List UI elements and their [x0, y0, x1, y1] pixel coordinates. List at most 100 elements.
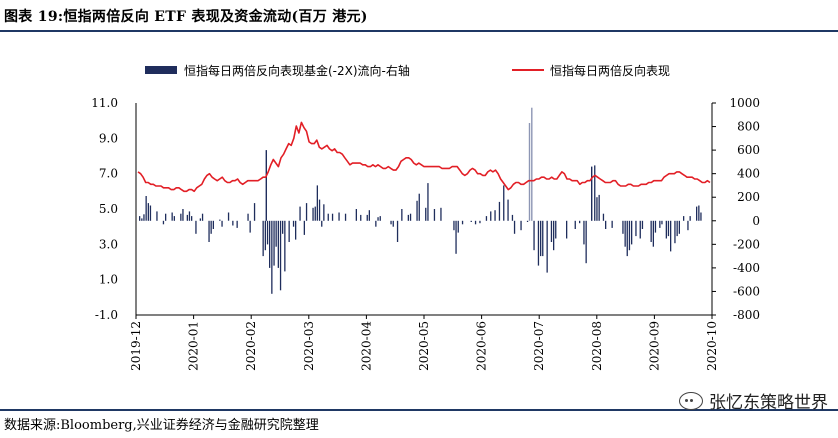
flow-bar	[490, 211, 492, 221]
flow-bar	[474, 220, 477, 225]
flow-bar	[594, 165, 596, 221]
flow-bar	[262, 220, 264, 257]
flow-bar	[407, 214, 409, 221]
flow-bar	[503, 185, 505, 221]
x-tick-label: 2020-06	[475, 321, 489, 371]
flow-bar	[427, 183, 429, 221]
dual-axis-chart: 恒指每日两倍反向表现基金(-2X)流向-右轴 恒指每日两倍反向表现 11.0 9.0…	[91, 63, 760, 371]
flow-bar	[526, 220, 529, 222]
x-tick-label: 2020-04	[359, 321, 373, 371]
legend-label-bar: 恒指每日两倍反向表现基金(-2X)流向-右轴	[184, 63, 410, 78]
flow-bar	[392, 220, 394, 227]
flow-bar	[323, 204, 325, 221]
flow-bar	[195, 220, 197, 234]
flow-bar	[147, 203, 149, 221]
flow-bar	[583, 220, 585, 245]
flow-bar	[269, 220, 271, 268]
flow-bar	[360, 214, 362, 221]
flow-bar	[542, 220, 544, 257]
flow-bar-spike	[265, 150, 267, 221]
flow-bar	[318, 199, 321, 221]
source-note: 数据来源:Bloomberg,兴业证券经济与金融研究院整理	[4, 418, 319, 433]
right-tick-label: -400	[733, 261, 760, 275]
x-tick-label: 2019-12	[129, 321, 143, 371]
flow-bar	[292, 220, 295, 227]
flow-bar	[275, 220, 277, 247]
flow-bar	[186, 214, 188, 221]
flow-bar	[602, 213, 605, 221]
flow-bar	[279, 220, 282, 291]
flow-bar	[683, 216, 685, 221]
flow-bar	[689, 216, 691, 221]
flow-bar	[457, 220, 459, 233]
x-tick-label: 2020-09	[647, 321, 661, 371]
flow-bar	[221, 220, 223, 227]
flow-bar	[654, 220, 657, 233]
flow-bar	[511, 214, 514, 221]
right-tick-label: -800	[733, 308, 760, 322]
left-tick-label: 11.0	[91, 96, 118, 110]
flow-bar	[652, 220, 654, 247]
performance-series-line	[137, 121, 711, 193]
flow-bar	[377, 217, 379, 221]
flow-bar	[396, 220, 399, 242]
flow-bar	[676, 220, 678, 237]
flow-bar	[574, 220, 576, 229]
flow-bar	[236, 220, 238, 228]
flow-bar	[650, 220, 652, 242]
flow-bar	[661, 220, 663, 225]
left-tick-label: 9.0	[99, 131, 118, 145]
x-tick-label: 2020-01	[187, 321, 201, 371]
flow-bar-spike	[528, 123, 531, 221]
flow-bar	[440, 207, 442, 221]
flow-bar	[520, 220, 522, 231]
flow-bar	[639, 220, 641, 239]
flow-bar	[210, 220, 212, 234]
flow-bar	[598, 194, 600, 221]
left-tick-label: 7.0	[99, 167, 118, 181]
flow-bar-spike	[531, 107, 533, 221]
flow-bar	[331, 213, 334, 221]
flow-bar	[141, 218, 143, 221]
flow-bar	[455, 220, 457, 254]
flow-bar	[273, 220, 275, 266]
x-tick-label: 2020-02	[244, 321, 258, 371]
flow-bar	[162, 220, 165, 225]
flow-bar	[555, 220, 557, 239]
right-tick-label: 400	[737, 167, 760, 181]
flow-bar	[321, 220, 323, 227]
flow-bar	[338, 212, 340, 221]
flow-bar	[379, 216, 381, 221]
flow-bar	[566, 220, 568, 239]
flow-bar	[344, 213, 347, 221]
right-tick-label: 1000	[729, 96, 760, 110]
flow-bar	[596, 197, 598, 221]
flow-bar	[145, 196, 147, 221]
flow-bar	[312, 207, 314, 221]
right-tick-label: 800	[737, 120, 760, 134]
flow-bar	[305, 203, 308, 221]
flow-bar	[635, 220, 637, 237]
flow-bar	[201, 213, 204, 221]
flow-bar	[546, 220, 548, 273]
axes: 11.0 9.0 7.0 5.0 3.0 1.0 -1.0 1000 800 600 400 200 0…	[91, 96, 760, 371]
flow-bar	[533, 220, 535, 251]
flow-bar	[375, 220, 377, 227]
flow-bar	[143, 214, 145, 221]
flow-bar	[513, 220, 516, 234]
flow-bar	[605, 220, 607, 229]
flow-bar	[453, 220, 455, 231]
flow-bar	[212, 220, 214, 229]
left-tick-label: -1.0	[95, 308, 118, 322]
flow-bar	[416, 200, 418, 221]
flow-bar	[579, 220, 581, 224]
watermark-text: 张忆东策略世界	[709, 393, 828, 413]
flow-bar	[277, 220, 279, 268]
flow-bar	[249, 220, 251, 233]
flow-bar	[461, 220, 464, 225]
right-tick-label: 0	[752, 214, 760, 228]
flow-bar	[199, 218, 201, 221]
flow-bar	[433, 209, 436, 221]
flow-bar	[479, 220, 481, 224]
title-rule	[0, 30, 838, 32]
